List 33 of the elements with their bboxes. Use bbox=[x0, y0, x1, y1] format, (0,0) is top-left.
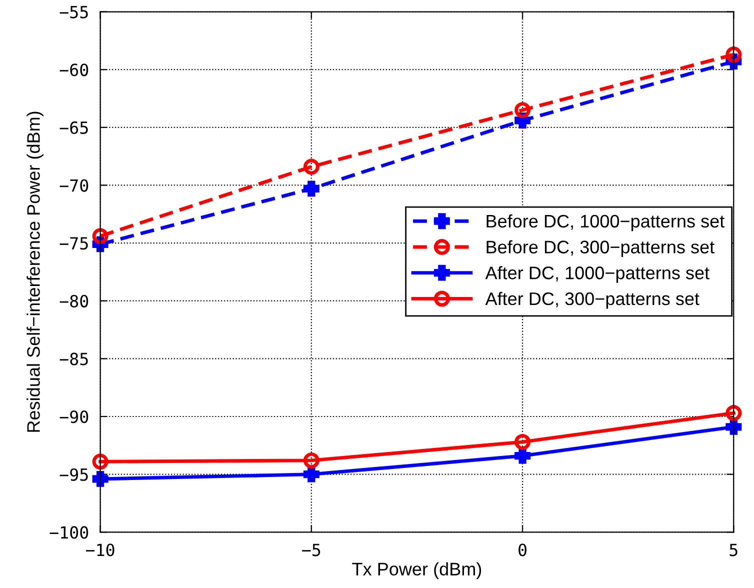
y-tick-label: −90 bbox=[60, 410, 88, 424]
y-tick-label: −60 bbox=[60, 64, 88, 76]
y-tick-label: −95 bbox=[60, 468, 88, 481]
point bbox=[303, 452, 320, 468]
point bbox=[92, 470, 108, 487]
y-tick-label: −70 bbox=[60, 179, 88, 192]
x-tick-label: 0 bbox=[518, 544, 526, 556]
point bbox=[726, 46, 742, 63]
point bbox=[514, 102, 531, 118]
y-tick-label: −75 bbox=[60, 237, 88, 250]
point bbox=[514, 434, 531, 450]
point bbox=[726, 405, 742, 422]
legend-label: Before DC, 300−patterns set bbox=[486, 240, 714, 258]
point bbox=[92, 454, 108, 470]
point bbox=[303, 466, 320, 482]
point bbox=[514, 448, 531, 464]
x-tick-label: 5 bbox=[730, 544, 738, 556]
point bbox=[303, 180, 320, 197]
y-tick-label: −55 bbox=[60, 6, 88, 18]
x-axis-title: Tx Power (dBm) bbox=[352, 562, 482, 580]
y-tick-label: −85 bbox=[60, 352, 88, 366]
x-tick-label: −5 bbox=[302, 544, 320, 556]
y-tick-label: −80 bbox=[60, 294, 88, 308]
x-tick-label: −10 bbox=[86, 544, 114, 556]
legend-label: After DC, 300−patterns set bbox=[485, 292, 700, 309]
y-tick-label: −100 bbox=[50, 526, 88, 539]
point bbox=[92, 228, 108, 244]
point bbox=[726, 418, 742, 435]
legend-label: After DC, 1000−patterns set bbox=[485, 266, 710, 283]
legend-label: Before DC, 1000−patterns set bbox=[486, 214, 724, 232]
point bbox=[303, 158, 320, 175]
y-tick-label: −65 bbox=[60, 121, 88, 134]
y-axis-title: Residual Self−interference Power (dBm) bbox=[26, 112, 44, 432]
